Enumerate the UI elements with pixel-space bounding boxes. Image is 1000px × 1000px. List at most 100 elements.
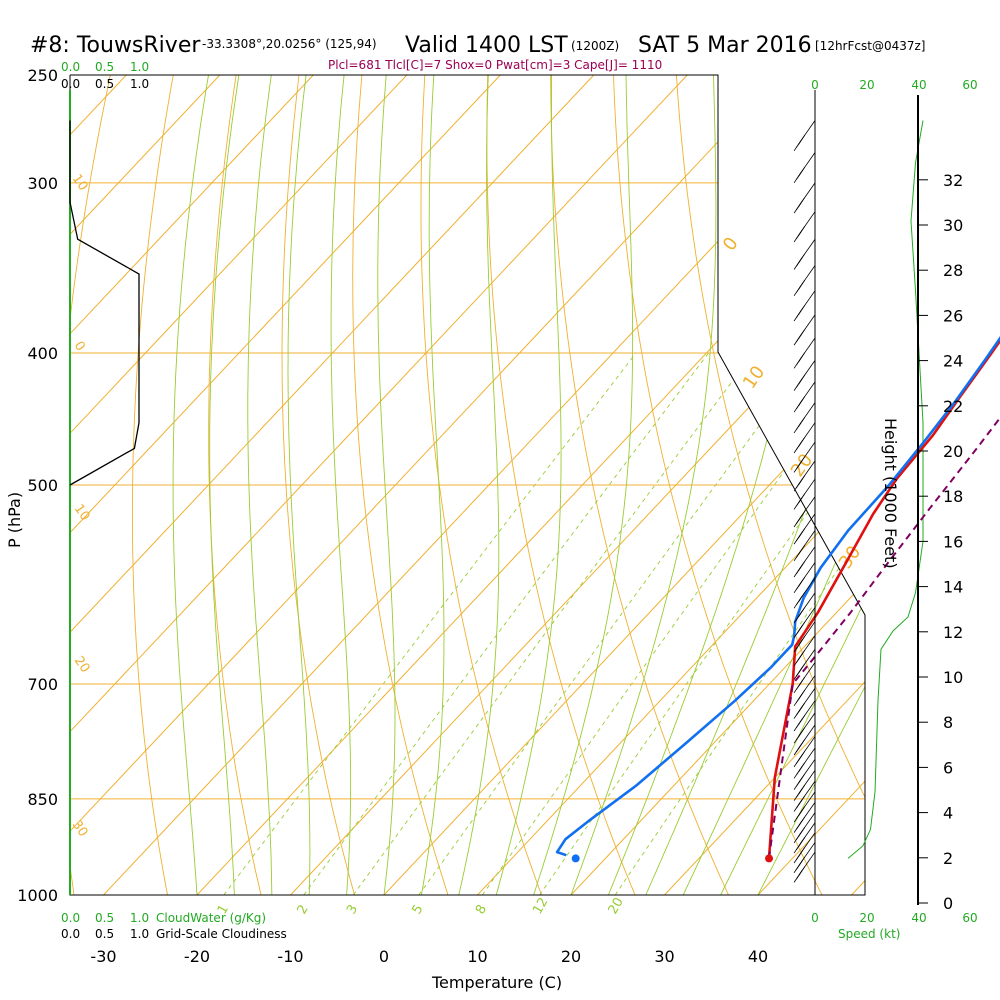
cloudiness-label: Grid-Scale Cloudiness [156,927,287,941]
cloudwater-label: CloudWater (g/Kg) [156,911,266,925]
height-tick-label: 26 [943,306,963,325]
mixing-ratio-label: 20 [606,895,627,917]
mixing-ratio-line [418,352,814,895]
wind-barb-flag [798,226,806,236]
wind-barb-flag [798,702,806,713]
speed-bottom-tick: 60 [962,911,977,925]
height-tick-label: 10 [943,668,963,687]
wind-barb-flag [798,493,806,504]
cloudiness-top-tick: 1.0 [130,77,149,91]
cloudiness-top-tick: 0.5 [95,77,114,91]
cloudiness-curve [69,120,140,486]
temperature-tick-label: 0 [379,947,389,966]
height-axis-label: Height (1000 Feet) [881,418,900,569]
height-tick-label: 12 [943,623,963,642]
mixing-ratio-label: 5 [410,902,427,917]
mixing-ratio-label: 2 [295,902,312,917]
isotherm-line [570,75,865,895]
wind-barb-flag [798,475,806,485]
wind-barb-flag [798,866,806,877]
wind-barb-flag [798,663,806,674]
dry-adiabat-line [352,75,449,895]
dry-adiabat-line [486,75,636,895]
moist-adiabat-line [533,75,634,895]
surface-temperature-dot [765,854,774,863]
wind-barb-flag [798,784,806,795]
dry-adiabat-label: 10 [71,502,93,524]
dry-adiabat-line [420,75,542,895]
pressure-tick-label: 400 [27,344,58,363]
wind-barb-flag [798,528,806,538]
wind-barb-flag [798,167,806,177]
pressure-tick-label: 1000 [17,886,58,905]
temperature-tick-label: 30 [654,947,674,966]
wind-barb-flag [798,329,806,339]
wind-barb-flag [798,677,806,687]
wind-barb-flag [798,739,806,749]
surface-dewpoint-dot [571,854,580,863]
isotherm-line [757,75,865,895]
speed-bottom-tick: 20 [859,911,874,925]
speed-top-tick: 40 [911,78,926,92]
isotherm-label: 20 [787,450,817,481]
speed-bottom-tick: 0 [811,911,819,925]
isotherm-line [851,75,865,895]
dry-adiabat-label: 10 [69,172,91,194]
cloudwater-top-tick: 0.5 [95,60,114,74]
wind-barb-flag [798,795,806,806]
wind-barb-flag [798,417,806,427]
wind-barb-flag [798,690,806,700]
wind-barb-flag [798,715,806,725]
moist-adiabat-line [172,75,209,895]
dry-adiabat-label: 30 [69,818,91,840]
cloudwater-top-tick: 0.0 [61,60,80,74]
mixing-ratio-label: 3 [344,902,361,917]
height-tick-label: 4 [943,804,953,823]
moist-adiabat-line [247,75,273,895]
dry-adiabat-line [550,75,729,895]
isotherm-line [70,75,221,895]
height-tick-label: 6 [943,758,953,777]
wind-barb-flag [798,545,806,555]
pressure-axis-label: P (hPa) [5,492,24,548]
wind-barb-flag [798,592,806,602]
wind-barb-flag [798,636,806,646]
wind-barb-flag [798,751,806,761]
wind-barb-flag [798,621,806,632]
station-title: #8: TouwsRiver [30,33,201,58]
height-tick-label: 22 [943,397,963,416]
wind-barb-flag [798,856,806,867]
cloudwater-bottom-tick: 0.5 [95,911,114,925]
wind-barb-flag [798,577,806,587]
wind-barb-flag [798,827,806,837]
dry-adiabat-line [613,75,823,895]
wind-barb-flag [798,280,806,290]
cloudiness-bottom-tick: 0.5 [95,927,114,941]
wind-barbs [793,120,816,883]
cloud-scales: 0.0 0.0 0.0 0.0 0.5 0.5 0.5 0.5 1.0 1.0 1.0 1.0 [61,60,149,941]
wind-barb-flag [798,253,806,264]
temperature-tick-label: -30 [90,947,116,966]
cloudiness-bottom-tick: 0.0 [61,927,80,941]
wind-barb-flag [798,352,806,363]
wind-barb-flag [798,305,806,315]
wind-barb-flag [798,806,806,816]
pressure-tick-label: 500 [27,476,58,495]
moist-adiabat-line [330,75,352,895]
wind-barb-flag [798,762,806,773]
moist-adiabat-line [377,75,396,895]
cloudwater-bottom-tick: 0.0 [61,911,80,925]
cloudiness-top-tick: 0.0 [61,77,80,91]
cloudwater-bottom-tick: 1.0 [130,911,149,925]
station-coords: -33.3308°,20.0256° (125,94) [202,37,377,51]
wind-barb-flag [798,847,806,857]
pressure-tick-label: 850 [27,790,58,809]
zulu-time: (1200Z) [571,39,619,53]
isotherm-label: 10 [739,362,769,393]
sounding-params: Plcl=681 Tlcl[C]=7 Shox=0 Pwat[cm]=3 Cap… [328,58,662,72]
speed-label: Speed (kt) [838,927,900,941]
speed-top-tick: 60 [962,78,977,92]
height-tick-label: 2 [943,849,953,868]
mixing-ratio-label: 8 [473,902,490,917]
wind-barb-flag [798,396,806,406]
